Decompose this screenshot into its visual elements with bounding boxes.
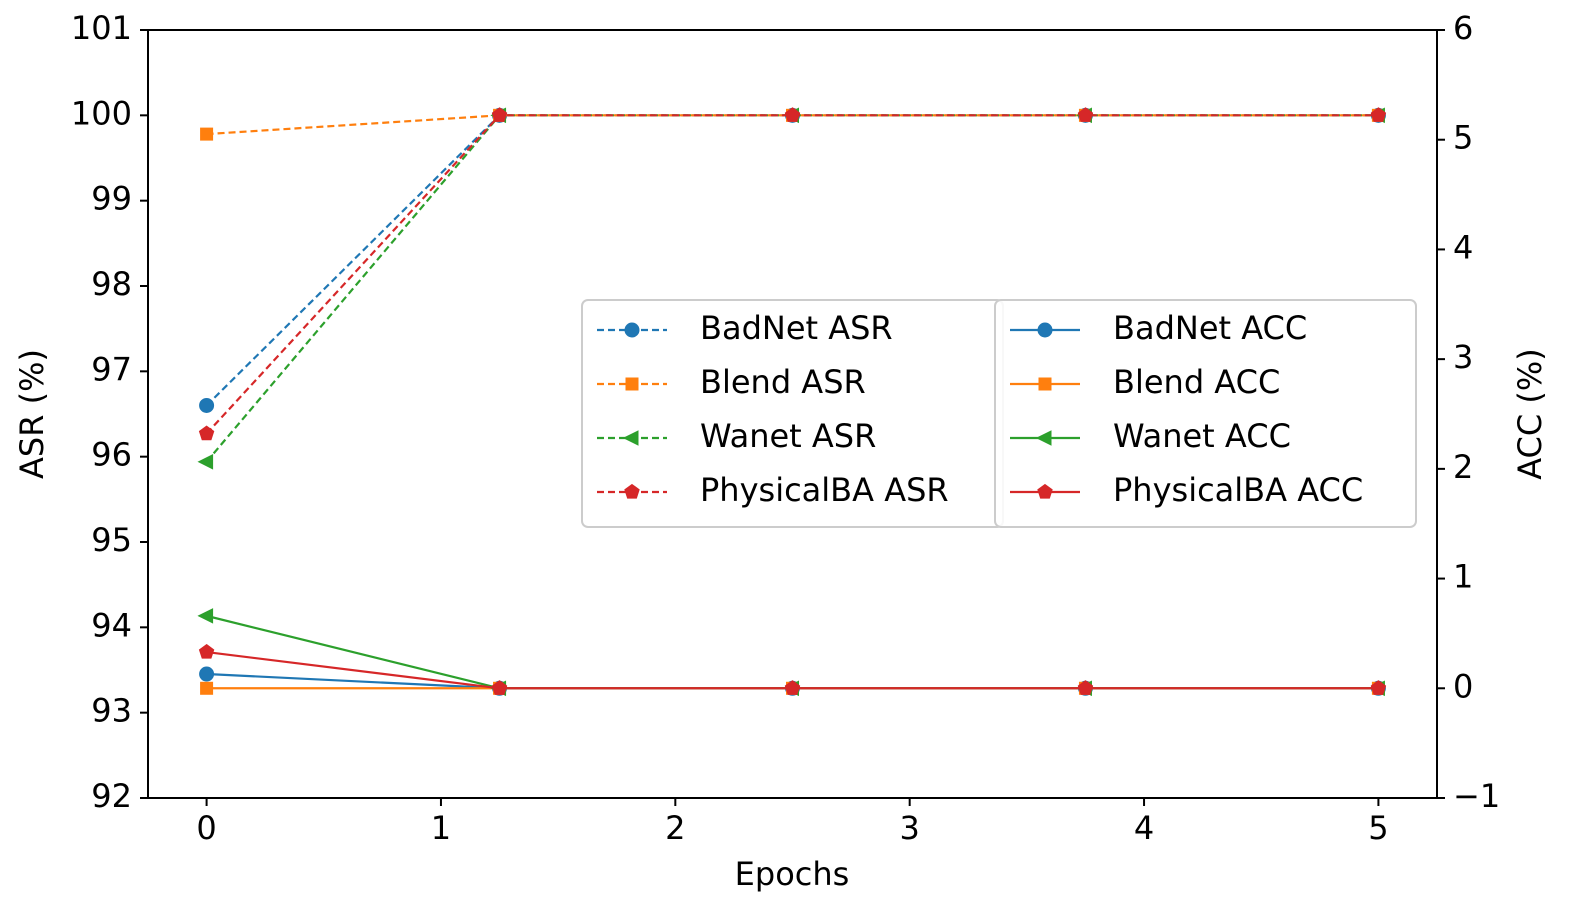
x-tick-label: 5 xyxy=(1368,809,1388,847)
marker xyxy=(622,430,639,446)
marker xyxy=(624,322,640,338)
marker xyxy=(198,425,215,441)
legend-label: Wanet ASR xyxy=(700,417,876,455)
y2-tick-label: 5 xyxy=(1453,119,1473,157)
marker xyxy=(784,680,801,695)
marker xyxy=(200,127,214,141)
y-tick-label: 96 xyxy=(91,436,132,474)
marker xyxy=(200,681,214,695)
marker xyxy=(1035,430,1052,446)
marker xyxy=(1077,107,1094,122)
series-line xyxy=(206,614,1379,690)
legend-box xyxy=(994,299,1417,528)
y-tick-label: 93 xyxy=(91,692,132,730)
y-axis-label: ASR (%) xyxy=(13,349,51,479)
marker xyxy=(199,666,215,682)
marker xyxy=(1037,483,1053,499)
y-tick-label: 99 xyxy=(91,180,132,218)
marker xyxy=(198,643,215,659)
y2-tick-label: 2 xyxy=(1453,448,1473,486)
marker xyxy=(624,483,640,499)
legend-label: Blend ACC xyxy=(1113,363,1280,401)
plot-frame xyxy=(147,29,1438,799)
y-tick-label: 94 xyxy=(91,606,132,644)
marker xyxy=(491,107,508,122)
marker xyxy=(197,453,214,470)
y2-axis-label: ACC (%) xyxy=(1511,348,1549,480)
marker xyxy=(199,397,215,413)
x-tick-label: 0 xyxy=(196,809,216,847)
legend-label: Wanet ACC xyxy=(1113,417,1291,455)
series-line xyxy=(205,114,1379,435)
y2-tick-label: 3 xyxy=(1453,338,1473,376)
legend-label: PhysicalBA ACC xyxy=(1113,471,1363,509)
y-tick-label: 97 xyxy=(91,350,132,388)
marker xyxy=(1077,680,1094,695)
marker xyxy=(197,608,214,624)
marker xyxy=(625,377,639,391)
y2-tick-label: 6 xyxy=(1453,9,1473,47)
y-tick-label: 100 xyxy=(71,94,132,132)
y-tick-label: 98 xyxy=(91,265,132,303)
y2-tick-label: 4 xyxy=(1453,228,1473,266)
marker xyxy=(1038,377,1052,391)
y2-tick-label: 1 xyxy=(1453,558,1473,596)
y-tick-label: 95 xyxy=(91,521,132,559)
y-tick-label: 92 xyxy=(91,777,132,815)
marker xyxy=(1370,107,1387,122)
marker xyxy=(491,680,508,695)
legend-label: PhysicalBA ASR xyxy=(700,471,949,509)
y2-tick-label: −1 xyxy=(1453,777,1500,815)
legend-label: BadNet ASR xyxy=(700,309,893,347)
y-tick-label: 101 xyxy=(71,9,132,47)
marker xyxy=(1370,680,1387,695)
x-tick-label: 1 xyxy=(431,809,451,847)
y2-tick-label: 0 xyxy=(1453,667,1473,705)
x-tick-label: 3 xyxy=(900,809,920,847)
x-axis-label: Epochs xyxy=(735,855,850,893)
x-tick-label: 2 xyxy=(665,809,685,847)
legend-label: Blend ASR xyxy=(700,363,866,401)
marker xyxy=(1037,322,1053,338)
marker xyxy=(784,107,801,122)
x-tick-label: 4 xyxy=(1134,809,1154,847)
legend-label: BadNet ACC xyxy=(1113,309,1307,347)
